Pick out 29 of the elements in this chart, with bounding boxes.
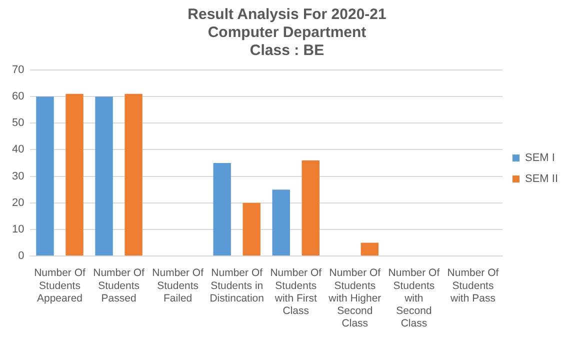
legend-label: SEM II xyxy=(524,173,558,186)
x-tick-label: Number Of Students Passed xyxy=(93,267,145,304)
y-tick-label: 20 xyxy=(12,196,24,209)
x-tick-label: Number Of Students with Pass xyxy=(447,267,499,304)
x-tick-label: Number Of Students with First Class xyxy=(270,267,322,317)
bar xyxy=(302,160,320,256)
bar xyxy=(272,190,290,256)
y-tick-label: 0 xyxy=(18,250,24,262)
x-tick-label: Number Of Students with Higher Second Class xyxy=(328,267,382,330)
bar xyxy=(124,94,142,256)
chart-subtitle: Computer Department Class : BE xyxy=(208,24,366,60)
bar xyxy=(213,163,231,256)
y-tick-label: 50 xyxy=(12,117,24,130)
chart-title: Result Analysis For 2020-21 xyxy=(188,6,386,24)
y-tick-label: 30 xyxy=(12,170,24,182)
y-tick-label: 10 xyxy=(12,223,24,236)
x-tick-label: Number Of Students Appeared xyxy=(34,267,86,304)
y-tick-label: 60 xyxy=(12,90,24,103)
y-tick-label: 40 xyxy=(12,144,24,156)
x-tick-label: Number Of Students Failed xyxy=(152,267,204,304)
bar xyxy=(242,202,260,256)
legend-label: SEM I xyxy=(524,152,555,164)
bar xyxy=(66,94,84,256)
y-tick-label: 70 xyxy=(12,64,24,76)
x-tick-label: Number Of Students in Distincation xyxy=(210,267,264,304)
bar xyxy=(360,242,379,256)
bar xyxy=(95,96,113,256)
x-tick-label: Number Of Students with Second Class xyxy=(388,267,440,330)
bar xyxy=(36,96,54,256)
